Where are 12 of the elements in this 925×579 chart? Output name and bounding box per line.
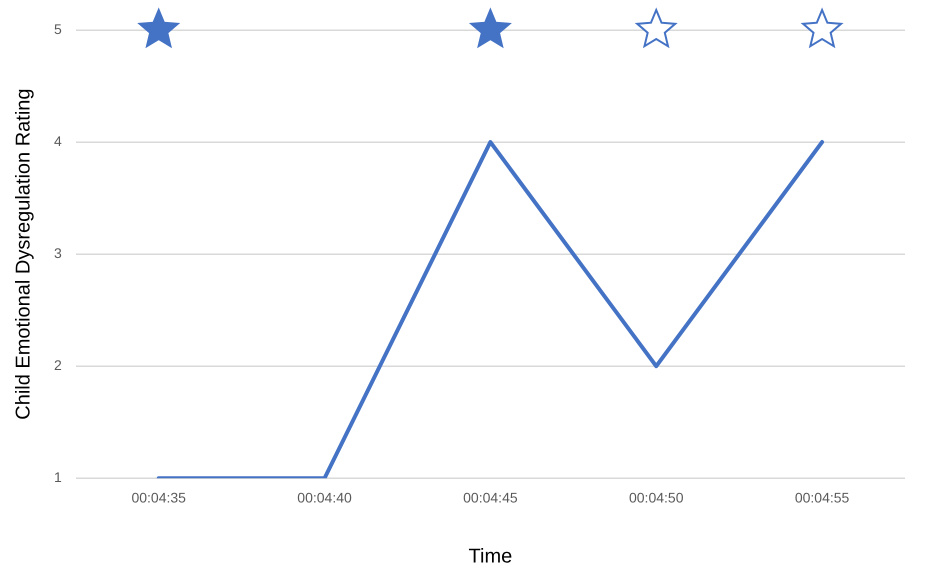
y-tick-label: 2 [54, 357, 62, 374]
x-tick-label: 00:04:35 [131, 489, 186, 506]
y-tick-label: 4 [54, 132, 62, 149]
y-tick-label: 1 [54, 469, 62, 486]
y-tick-label: 5 [54, 20, 62, 37]
x-axis-title: Time [468, 546, 512, 568]
x-tick-label: 00:04:40 [297, 489, 352, 506]
y-tick-label: 3 [54, 244, 62, 261]
x-tick-label: 00:04:50 [628, 489, 684, 506]
x-tick-label: 00:04:45 [463, 489, 518, 506]
x-tick-label: 00:04:55 [794, 489, 850, 506]
y-axis-title: Child Emotional Dysregulation Rating [12, 88, 35, 420]
